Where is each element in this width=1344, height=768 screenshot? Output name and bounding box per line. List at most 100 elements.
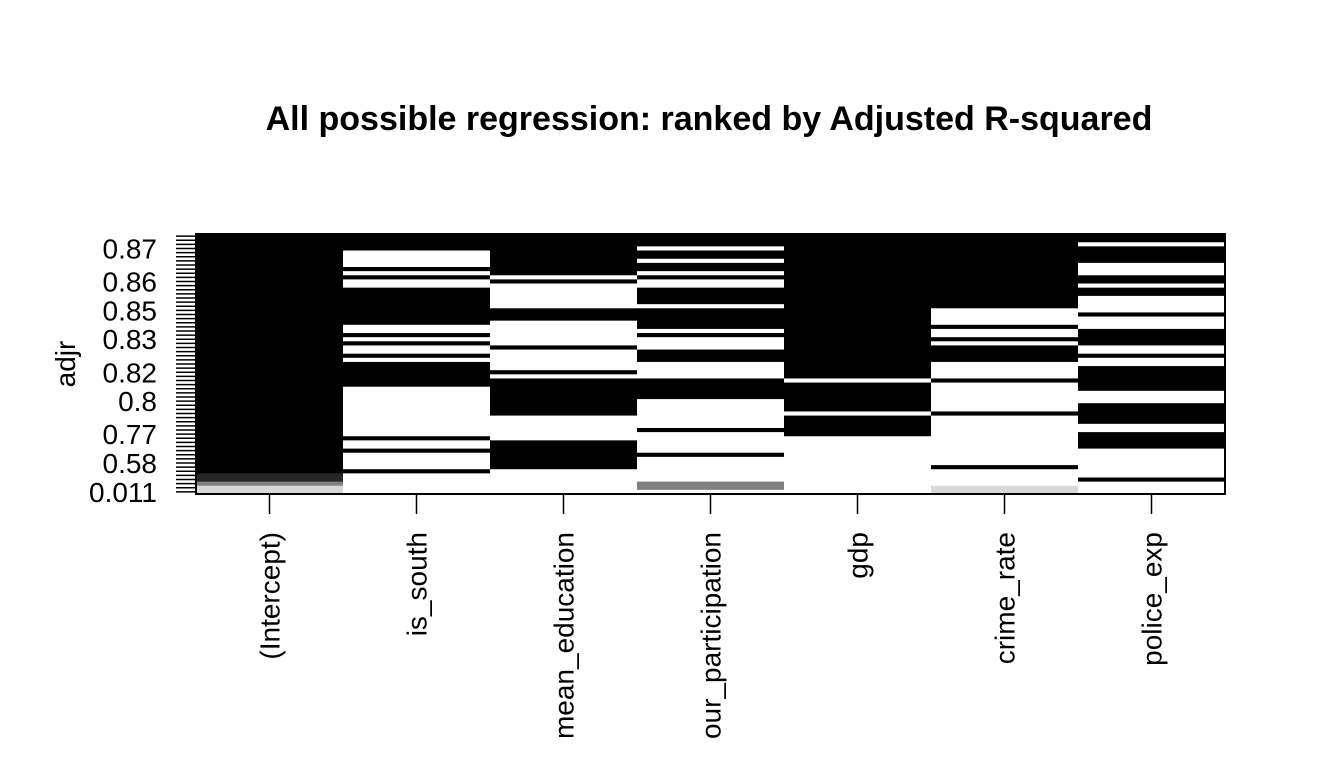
cell [637,366,785,371]
cell [196,411,344,417]
cell [784,328,932,334]
cell [931,328,1079,334]
cell [490,328,638,334]
cell [1078,267,1226,272]
cell [931,386,1079,392]
cell [784,267,932,272]
cell [196,316,344,322]
cell [343,312,491,318]
cell [1078,345,1226,351]
cell [784,275,932,280]
cell [1078,295,1226,301]
cell [343,399,491,404]
cell [637,324,785,330]
cell [931,279,1079,285]
cell [1078,489,1226,495]
cell [931,399,1079,404]
cell [931,320,1079,326]
cell [490,345,638,351]
cell [196,366,344,371]
cell [196,485,344,491]
cell [784,473,932,478]
cell [931,246,1079,252]
cell [196,279,344,285]
cell [931,238,1079,243]
cell [490,258,638,264]
plot-frame [195,233,1226,495]
cell [931,403,1079,408]
x-tick-label: mean_education [549,532,580,739]
cell [1078,262,1226,268]
cell [490,324,638,330]
cell [196,477,344,483]
cell [196,324,344,330]
cell [1078,432,1226,437]
cell [637,419,785,425]
cell [931,374,1079,379]
cell [1078,275,1226,280]
cell [196,427,344,433]
cell [343,320,491,326]
cell [637,403,785,408]
cell [931,345,1079,351]
cell [343,440,491,445]
cell [1078,312,1226,318]
cell [196,242,344,247]
cell [1078,341,1226,346]
cell [637,370,785,375]
cell [1078,291,1226,297]
cell [1078,394,1226,400]
y-tick-label: 0.87 [103,233,158,264]
cell [490,238,638,243]
cell [784,456,932,462]
cell [196,452,344,458]
cell [637,489,785,495]
cell [490,427,638,433]
cell [637,328,785,334]
cell [784,386,932,392]
cell [931,262,1079,268]
cell [343,291,491,297]
cell [637,477,785,483]
cell [490,382,638,388]
cell [931,287,1079,293]
cell [637,320,785,326]
cell [784,382,932,388]
cell [343,287,491,293]
cell [784,353,932,359]
cell [196,481,344,487]
cell [931,324,1079,330]
cell [490,333,638,338]
cell [784,465,932,470]
cell [1078,419,1226,425]
cell [637,267,785,272]
cell [490,291,638,297]
cell [931,415,1079,421]
cell [784,258,932,264]
cell [343,258,491,264]
cell [1078,382,1226,388]
cell [196,246,344,252]
cell [343,485,491,491]
cell [637,440,785,445]
y-tick-label: 0.85 [103,295,158,326]
cell [343,366,491,371]
cell [637,312,785,318]
cell [637,308,785,313]
cell [931,382,1079,388]
cell [196,465,344,470]
cell [1078,349,1226,355]
cell [931,349,1079,355]
cell [931,291,1079,297]
cell [196,440,344,445]
cell [490,386,638,392]
cell [196,378,344,384]
y-tick-label: 0.58 [103,448,158,479]
cell [490,304,638,309]
cell [637,258,785,264]
cell [931,304,1079,309]
cell [784,477,932,483]
cell [343,238,491,243]
